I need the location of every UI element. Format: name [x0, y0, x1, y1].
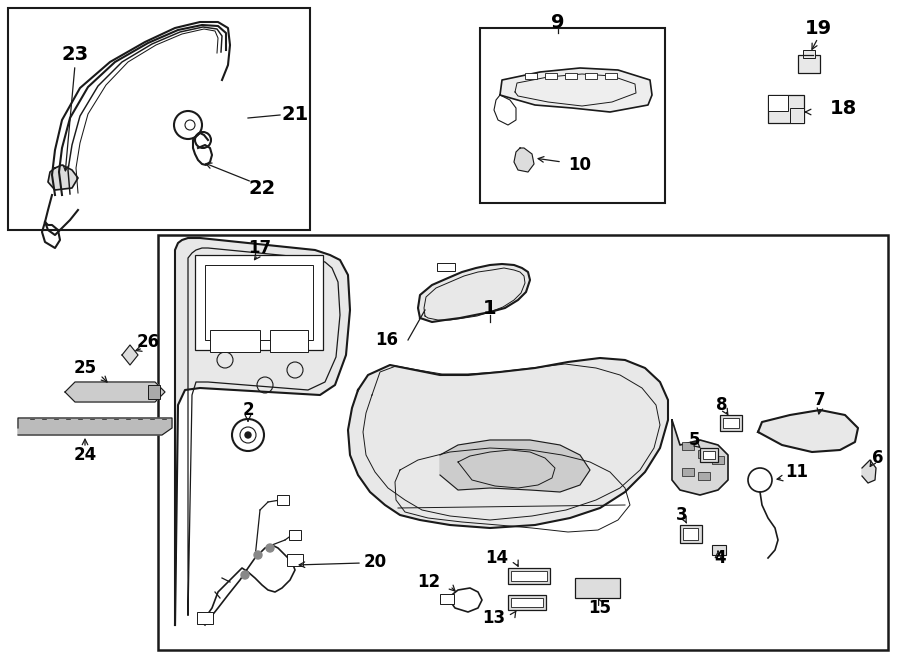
Text: 13: 13: [482, 609, 505, 627]
Text: 23: 23: [61, 46, 88, 64]
Bar: [158, 235, 888, 650]
Bar: [287, 554, 303, 566]
Text: 19: 19: [805, 19, 832, 38]
Polygon shape: [862, 460, 876, 483]
Bar: [437, 263, 455, 271]
Bar: [210, 330, 260, 352]
Bar: [683, 528, 698, 540]
Bar: [511, 598, 543, 607]
Text: 24: 24: [74, 446, 96, 464]
Bar: [723, 418, 739, 428]
Text: 25: 25: [74, 359, 96, 377]
Bar: [682, 442, 694, 450]
Text: 15: 15: [589, 599, 611, 617]
Polygon shape: [418, 264, 530, 322]
Text: 3: 3: [676, 506, 688, 524]
Polygon shape: [500, 68, 652, 112]
Polygon shape: [65, 382, 165, 402]
Bar: [480, 28, 665, 203]
Polygon shape: [175, 238, 350, 625]
Bar: [605, 73, 617, 79]
Polygon shape: [122, 345, 138, 365]
Text: 2: 2: [242, 401, 254, 419]
Bar: [703, 451, 715, 459]
Text: 8: 8: [716, 396, 728, 414]
Bar: [195, 255, 323, 350]
Text: 5: 5: [689, 431, 701, 449]
Bar: [585, 73, 597, 79]
Bar: [682, 468, 694, 476]
Polygon shape: [440, 440, 590, 492]
Bar: [768, 95, 788, 111]
Bar: [508, 595, 546, 610]
Bar: [768, 95, 804, 123]
Bar: [545, 73, 557, 79]
Circle shape: [241, 571, 249, 579]
Text: 14: 14: [485, 549, 508, 567]
Circle shape: [245, 432, 251, 438]
Bar: [277, 495, 289, 505]
Bar: [289, 530, 301, 540]
Bar: [205, 265, 313, 340]
Bar: [680, 525, 702, 543]
Polygon shape: [514, 148, 534, 172]
Text: 16: 16: [375, 331, 398, 349]
Text: 11: 11: [785, 463, 808, 481]
Bar: [798, 55, 820, 73]
Polygon shape: [18, 418, 172, 435]
Bar: [8, 8, 310, 230]
Bar: [712, 545, 726, 555]
Circle shape: [266, 544, 274, 552]
Polygon shape: [348, 358, 668, 528]
Polygon shape: [758, 410, 858, 452]
Bar: [720, 415, 742, 431]
Bar: [565, 73, 577, 79]
Bar: [197, 612, 213, 624]
Bar: [575, 578, 620, 598]
Polygon shape: [672, 420, 728, 495]
Bar: [698, 472, 710, 480]
Bar: [700, 448, 718, 462]
Bar: [712, 456, 724, 464]
Bar: [440, 594, 454, 604]
Bar: [803, 50, 815, 58]
Text: 22: 22: [248, 179, 275, 197]
Bar: [508, 568, 550, 584]
Text: 9: 9: [551, 13, 565, 32]
Text: 1: 1: [483, 299, 497, 318]
Text: 21: 21: [282, 105, 309, 124]
Bar: [525, 73, 537, 79]
Text: 18: 18: [830, 99, 857, 117]
Text: 4: 4: [715, 549, 725, 567]
Bar: [790, 108, 804, 123]
Text: 6: 6: [872, 449, 884, 467]
Text: 7: 7: [814, 391, 826, 409]
Polygon shape: [48, 165, 78, 190]
Text: 10: 10: [569, 156, 591, 174]
Circle shape: [254, 551, 262, 559]
Bar: [511, 571, 547, 581]
Bar: [698, 450, 710, 458]
Bar: [270, 330, 308, 352]
Bar: [148, 385, 160, 399]
Text: 26: 26: [137, 333, 159, 351]
Text: 17: 17: [248, 239, 272, 257]
Text: 12: 12: [417, 573, 440, 591]
Text: 20: 20: [364, 553, 387, 571]
